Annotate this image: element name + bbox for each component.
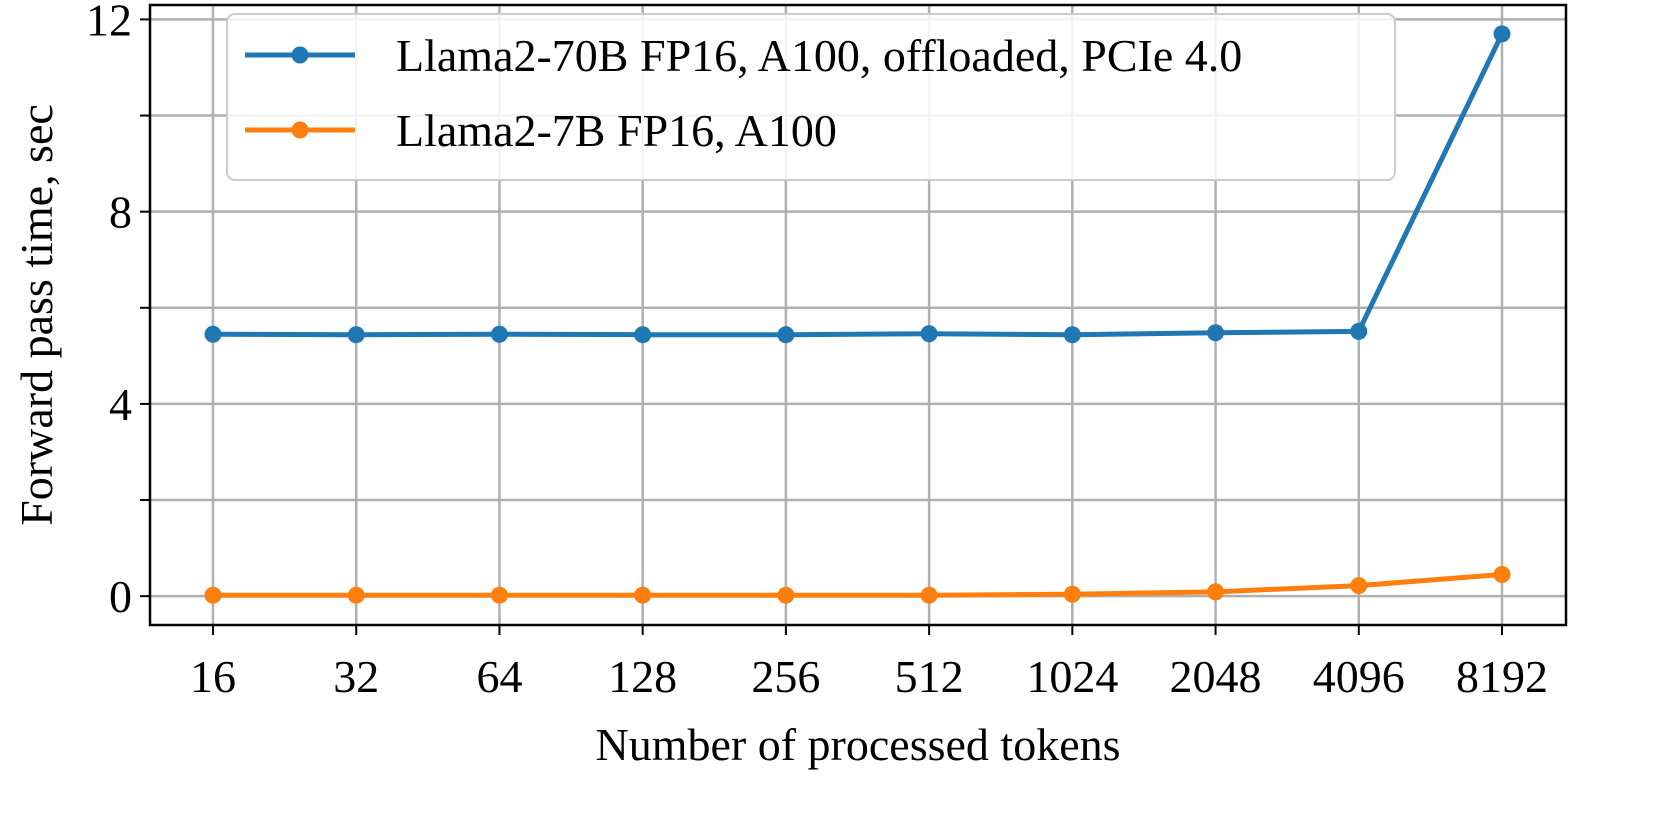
legend-swatch-marker — [291, 46, 309, 64]
series-1 — [204, 566, 1511, 604]
x-tick-label: 512 — [895, 651, 964, 702]
legend: Llama2-70B FP16, A100, offloaded, PCIe 4… — [226, 13, 1396, 181]
x-tick-label: 256 — [751, 651, 820, 702]
data-point — [920, 586, 938, 604]
y-tick-label: 0 — [109, 571, 132, 622]
data-point — [1063, 585, 1081, 603]
data-point — [1207, 324, 1225, 342]
series-0 — [204, 25, 1511, 344]
x-tick-label: 16 — [190, 651, 236, 702]
legend-label: Llama2-70B FP16, A100, offloaded, PCIe 4… — [396, 30, 1242, 81]
data-point — [1350, 577, 1368, 595]
data-point — [347, 586, 365, 604]
data-point — [204, 586, 222, 604]
series-layer — [204, 25, 1511, 604]
data-point — [347, 326, 365, 344]
x-tick-label: 64 — [476, 651, 522, 702]
y-tick-label: 12 — [86, 0, 132, 45]
data-point — [634, 586, 652, 604]
data-point — [1063, 326, 1081, 344]
x-tick-label: 32 — [333, 651, 379, 702]
data-point — [777, 326, 795, 344]
data-point — [1350, 322, 1368, 340]
legend-swatch-marker — [291, 121, 309, 139]
x-tick-label: 2048 — [1170, 651, 1262, 702]
series-line — [213, 572, 1503, 598]
data-point — [1493, 25, 1511, 43]
data-point — [777, 586, 795, 604]
data-point — [920, 325, 938, 343]
data-point — [204, 325, 222, 343]
series-line — [212, 32, 1505, 338]
x-axis-label: Number of processed tokens — [595, 719, 1120, 770]
plot-frame — [148, 3, 1568, 627]
data-point — [490, 325, 508, 343]
legend-label: Llama2-7B FP16, A100 — [396, 105, 837, 156]
data-point — [490, 586, 508, 604]
y-tick-label: 8 — [109, 187, 132, 238]
y-tick-label: 4 — [109, 379, 132, 430]
legend-box — [226, 13, 1396, 181]
x-tick-label: 8192 — [1456, 651, 1548, 702]
data-point — [1207, 583, 1225, 601]
x-tick-label: 4096 — [1313, 651, 1405, 702]
x-tick-label: 128 — [608, 651, 677, 702]
y-axis-label: Forward pass time, sec — [11, 104, 62, 526]
data-point — [1493, 566, 1511, 584]
data-point — [634, 326, 652, 344]
x-tick-label: 1024 — [1026, 651, 1118, 702]
axis-ticks: 16 32 64 128 256 512 1024 2048 4096 8192 0 4 8 12 — [86, 0, 1548, 702]
